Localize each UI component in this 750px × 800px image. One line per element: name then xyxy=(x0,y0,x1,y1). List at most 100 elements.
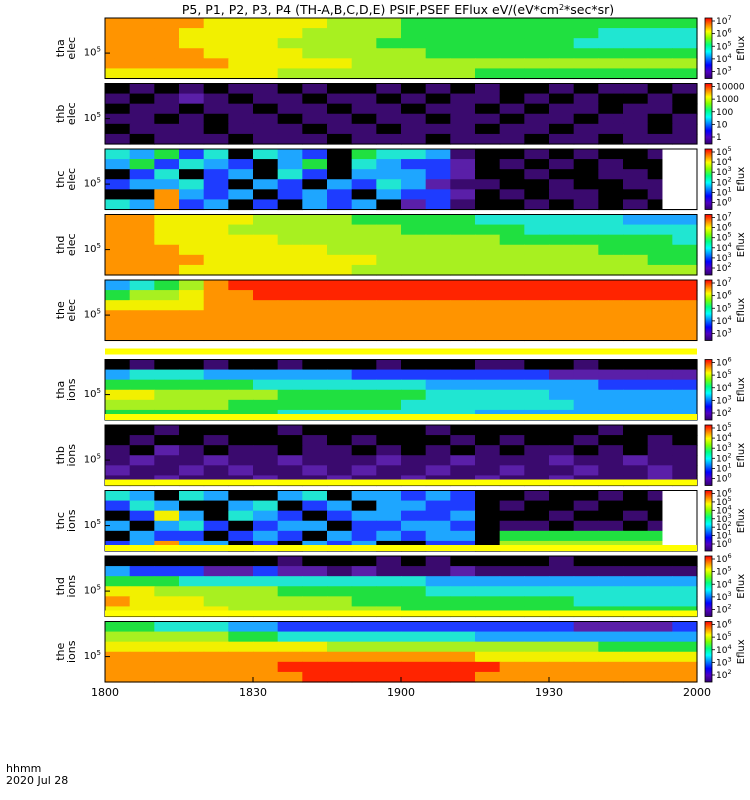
heatmap-cell xyxy=(475,520,501,532)
heatmap-cell xyxy=(450,435,476,446)
heatmap-cell xyxy=(351,500,377,512)
heatmap-cell xyxy=(475,389,501,401)
heatmap-cell xyxy=(549,379,575,391)
heatmap-cell xyxy=(573,631,599,643)
heatmap-cell xyxy=(549,310,575,321)
heatmap-cell xyxy=(524,520,550,532)
heatmap-cell xyxy=(376,596,402,608)
heatmap-cell xyxy=(351,320,377,332)
heatmap-cell xyxy=(450,359,476,371)
heatmap-cell xyxy=(179,661,205,673)
heatmap-cell xyxy=(105,369,131,381)
heatmap-cell xyxy=(475,179,501,190)
heatmap-cell xyxy=(450,641,476,653)
heatmap-cell xyxy=(524,189,550,201)
heatmap-cell xyxy=(154,465,180,477)
heatmap-cell xyxy=(376,621,402,633)
heatmap-cell xyxy=(499,224,525,236)
heatmap-cell xyxy=(573,68,599,80)
heatmap-cell xyxy=(253,330,279,342)
heatmap-cell xyxy=(277,310,303,321)
heatmap-cell xyxy=(253,169,279,180)
heatmap-cell xyxy=(524,48,550,59)
heatmap-cell xyxy=(425,389,451,401)
heatmap-cell xyxy=(351,330,377,342)
heatmap-cell xyxy=(401,671,427,683)
heatmap-cell xyxy=(598,123,624,135)
heatmap-cell xyxy=(154,310,180,321)
heatmap-cell xyxy=(598,455,624,466)
heatmap-cell xyxy=(524,169,550,180)
heatmap-cell xyxy=(203,28,229,39)
heatmap-cell xyxy=(351,586,377,597)
heatmap-cell xyxy=(401,310,427,321)
heatmap-cell xyxy=(401,179,427,190)
heatmap-cell xyxy=(672,300,698,311)
heatmap-cell xyxy=(623,490,649,502)
heatmap-cell xyxy=(277,103,303,115)
heatmap-cell xyxy=(647,500,673,512)
colorbar-tick-exponent: 3 xyxy=(727,441,731,449)
heatmap-cell xyxy=(524,425,550,436)
heatmap-cell xyxy=(154,641,180,653)
heatmap-cell xyxy=(573,661,599,673)
heatmap-cell xyxy=(425,28,451,39)
heatmap-cell xyxy=(450,596,476,608)
heatmap-cell xyxy=(203,520,229,532)
heatmap-cell xyxy=(475,244,501,256)
heatmap-cell xyxy=(573,28,599,39)
heatmap-cell xyxy=(302,133,328,145)
heatmap-cell xyxy=(524,651,550,663)
heatmap-cell xyxy=(623,280,649,291)
heatmap-cell xyxy=(302,576,328,587)
heatmap-cell xyxy=(549,631,575,643)
heatmap-cell xyxy=(179,28,205,39)
heatmap-cell xyxy=(179,103,205,115)
heatmap-cell xyxy=(129,224,155,236)
heatmap-cell xyxy=(327,379,353,391)
colorbar-tick-exponent: 1 xyxy=(727,461,731,469)
heatmap-cell xyxy=(302,500,328,512)
heatmap-cell xyxy=(351,214,377,226)
colorbar-tick-exponent: 5 xyxy=(727,39,731,47)
heatmap-cell xyxy=(228,330,254,342)
heatmap-cell xyxy=(425,133,451,145)
heatmap-cell xyxy=(253,280,279,291)
colorbar-tick-exponent: 1 xyxy=(727,529,731,537)
heatmap-cell xyxy=(253,199,279,211)
heatmap-cell xyxy=(129,425,155,436)
heatmap-cell xyxy=(376,510,402,522)
heatmap-cell xyxy=(351,530,377,542)
heatmap-cell xyxy=(623,425,649,436)
heatmap-cell xyxy=(253,425,279,436)
heatmap-cell xyxy=(598,445,624,456)
heatmap-cell xyxy=(672,399,698,411)
heatmap-cell xyxy=(499,369,525,381)
heatmap-cell xyxy=(524,576,550,587)
heatmap-cell xyxy=(623,28,649,39)
heatmap-cell xyxy=(647,455,673,466)
heatmap-cell xyxy=(203,586,229,597)
heatmap-cell xyxy=(450,631,476,643)
colorbar-tick-base: 10 xyxy=(716,199,728,209)
colorbar-tick-exponent: 2 xyxy=(727,520,731,528)
heatmap-cell xyxy=(573,465,599,477)
heatmap-cell xyxy=(401,379,427,391)
heatmap-cell xyxy=(154,264,180,276)
heatmap-cell xyxy=(475,300,501,311)
heatmap-cell xyxy=(203,83,229,95)
colorbar-tick-label: 106 xyxy=(716,552,732,565)
heatmap-cell xyxy=(253,264,279,276)
heatmap-cell xyxy=(154,113,180,125)
colorbar-tick-label: 103 xyxy=(716,165,732,178)
colorbar-tick-label: 102 xyxy=(716,603,732,616)
xtick-label: 1800 xyxy=(91,686,119,699)
heatmap-cell xyxy=(647,389,673,401)
heatmap-cell xyxy=(549,641,575,653)
heatmap-cell xyxy=(105,199,131,211)
heatmap-cell xyxy=(154,389,180,401)
heatmap-cell xyxy=(228,651,254,663)
heatmap-cell xyxy=(450,330,476,342)
heatmap-cell xyxy=(524,435,550,446)
heatmap-cell xyxy=(475,556,501,567)
